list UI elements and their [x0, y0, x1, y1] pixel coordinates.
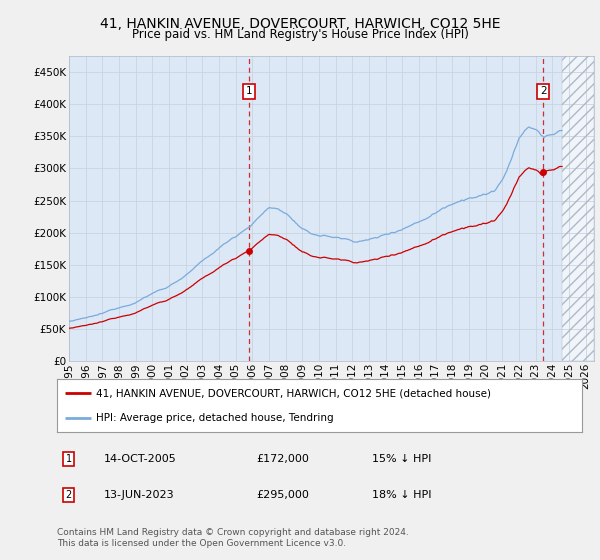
- Text: 14-OCT-2005: 14-OCT-2005: [104, 454, 177, 464]
- Text: 2: 2: [540, 86, 547, 96]
- Text: Price paid vs. HM Land Registry's House Price Index (HPI): Price paid vs. HM Land Registry's House …: [131, 28, 469, 41]
- Text: 18% ↓ HPI: 18% ↓ HPI: [372, 490, 431, 500]
- Text: Contains HM Land Registry data © Crown copyright and database right 2024.
This d: Contains HM Land Registry data © Crown c…: [57, 528, 409, 548]
- Text: HPI: Average price, detached house, Tendring: HPI: Average price, detached house, Tend…: [97, 413, 334, 423]
- Text: 13-JUN-2023: 13-JUN-2023: [104, 490, 175, 500]
- Text: 1: 1: [65, 454, 71, 464]
- Text: 1: 1: [245, 86, 252, 96]
- Text: 41, HANKIN AVENUE, DOVERCOURT, HARWICH, CO12 5HE (detached house): 41, HANKIN AVENUE, DOVERCOURT, HARWICH, …: [97, 389, 491, 399]
- Text: £172,000: £172,000: [257, 454, 310, 464]
- Text: 15% ↓ HPI: 15% ↓ HPI: [372, 454, 431, 464]
- Text: £295,000: £295,000: [257, 490, 310, 500]
- Text: 41, HANKIN AVENUE, DOVERCOURT, HARWICH, CO12 5HE: 41, HANKIN AVENUE, DOVERCOURT, HARWICH, …: [100, 17, 500, 31]
- Text: 2: 2: [65, 490, 71, 500]
